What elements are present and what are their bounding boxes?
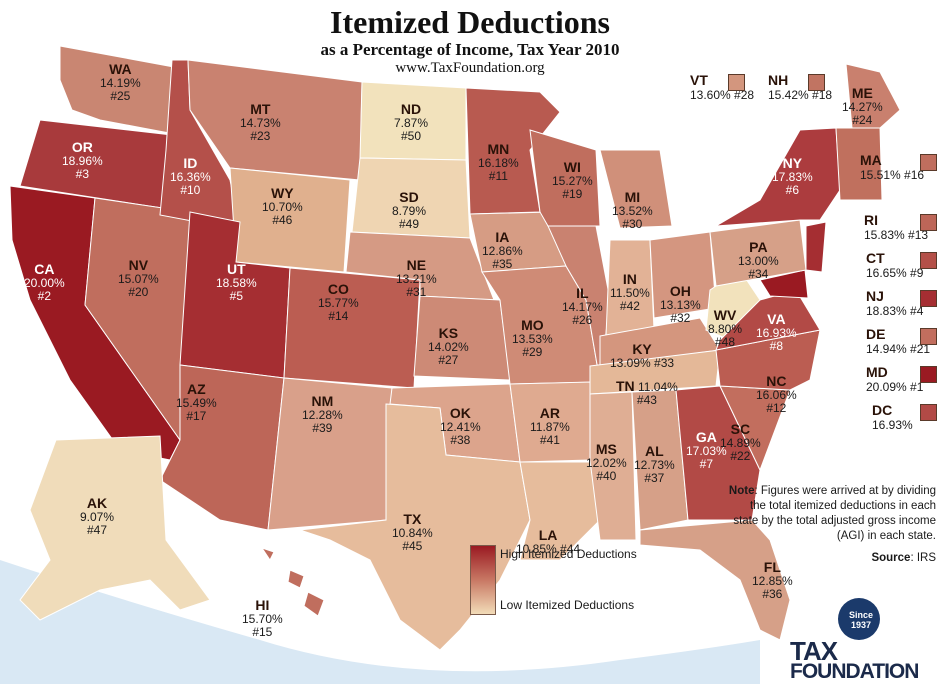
state-label-ID: ID 16.36% #10 xyxy=(170,155,211,197)
state-label-IA: IA 12.86% #35 xyxy=(482,229,523,271)
callout-NH: NH 15.42% #18 xyxy=(768,72,833,102)
state-label-CO: CO 15.77% #14 xyxy=(318,281,359,323)
capitol-seal-icon xyxy=(838,598,880,640)
logo-foundation: FOUNDATION xyxy=(790,660,919,683)
state-label-ME: ME 14.27% #24 xyxy=(842,85,883,127)
legend-gradient xyxy=(470,545,496,615)
note-text: Note: Figures were arrived at by dividin… xyxy=(728,485,936,542)
state-label-OK: OK 12.41% #38 xyxy=(440,405,481,447)
state-label-WI: WI 15.27% #19 xyxy=(552,159,593,201)
ocean xyxy=(0,560,760,684)
logo-tax: TAX xyxy=(790,636,838,666)
state-label-FL: FL 12.85% #36 xyxy=(752,559,793,601)
state-shape-GA xyxy=(675,385,761,521)
state-shape-FL xyxy=(639,519,791,641)
callout-CT: CT 16.65% #9 xyxy=(866,250,937,280)
state-label-HI: HI 15.70% #15 xyxy=(242,597,283,639)
state-label-OH: OH 13.13% #32 xyxy=(660,283,701,325)
callout-RI: RI 15.83% #13 xyxy=(864,212,937,242)
state-label-PA: PA 13.00% #34 xyxy=(738,239,779,281)
state-shape-AK xyxy=(19,435,211,621)
state-label-CA: CA 20.00% #2 xyxy=(24,261,65,303)
map-title: Itemized Deductions xyxy=(330,4,610,40)
state-label-TN: TN 11.04% #43 xyxy=(616,378,678,407)
state-label-MN: MN 16.18% #11 xyxy=(478,141,519,183)
state-label-VA: VA 16.93% #8 xyxy=(756,311,797,353)
state-shape-ME xyxy=(845,63,901,129)
state-label-SC: SC 14.89% #22 xyxy=(720,421,761,463)
state-label-LA: LA 10.85% #44 xyxy=(516,527,581,556)
state-label-AK: AK 9.07% #47 xyxy=(80,495,115,537)
state-label-MT: MT 14.73% #23 xyxy=(240,101,281,143)
state-shape-VA xyxy=(715,289,821,351)
state-label-AL: AL 12.73% #37 xyxy=(634,443,675,485)
state-label-GA: GA 17.03% #7 xyxy=(686,429,727,471)
state-label-WA: WA 14.19% #25 xyxy=(100,61,141,103)
state-label-NE: NE 13.21% #31 xyxy=(396,257,437,299)
state-shape-NJ xyxy=(805,221,827,273)
callout-NJ: NJ 18.83% #4 xyxy=(866,288,937,318)
state-label-SD: SD 8.79% #49 xyxy=(392,189,427,231)
state-label-OR: OR 18.96% #3 xyxy=(62,139,103,181)
callout-DC: DC 16.93% xyxy=(872,402,937,432)
state-label-UT: UT 18.58% #5 xyxy=(216,261,257,303)
state-label-WV: WV 8.80% #48 xyxy=(708,307,743,349)
state-label-NC: NC 16.06% #12 xyxy=(756,373,797,415)
state-shape-MS xyxy=(589,391,637,541)
legend-high-label: High Itemized Deductions xyxy=(500,547,637,561)
state-label-AR: AR 11.87% #41 xyxy=(530,405,570,447)
callout-MD: MD 20.09% #1 xyxy=(866,364,937,394)
state-label-MS: MS 12.02% #40 xyxy=(586,441,627,483)
state-label-ND: ND 7.87% #50 xyxy=(394,101,429,143)
legend-low-label: Low Itemized Deductions xyxy=(500,598,635,612)
source-url: www.TaxFoundation.org xyxy=(395,60,545,76)
state-label-KY: KY 13.09% #33 xyxy=(610,341,675,370)
callout-VT: VT 13.60% #28 xyxy=(690,72,755,102)
state-label-AZ: AZ 15.49% #17 xyxy=(176,381,217,423)
logo-since: Since 1937 xyxy=(848,610,873,630)
state-shape-HI xyxy=(260,547,325,617)
state-label-TX: TX 10.84% #45 xyxy=(392,511,433,553)
callout-MA: MA 15.51% #16 xyxy=(860,152,937,182)
state-label-MI: MI 13.52% #30 xyxy=(612,189,653,231)
state-label-NM: NM 12.28% #39 xyxy=(302,393,343,435)
state-label-WY: WY 10.70% #46 xyxy=(262,185,303,227)
state-label-IL: IL 14.17% #26 xyxy=(562,285,603,327)
callout-DE: DE 14.94% #21 xyxy=(866,326,937,356)
state-shape-MI xyxy=(599,149,673,229)
source-text: Source: IRS xyxy=(871,552,936,564)
state-label-NY: NY 17.83% #6 xyxy=(772,155,813,197)
state-label-IN: IN 11.50% #42 xyxy=(610,271,650,313)
map-subtitle: as a Percentage of Income, Tax Year 2010 xyxy=(320,40,620,59)
state-label-NV: NV 15.07% #20 xyxy=(118,257,159,299)
state-label-KS: KS 14.02% #27 xyxy=(428,325,469,367)
state-label-MO: MO 13.53% #29 xyxy=(512,317,553,359)
